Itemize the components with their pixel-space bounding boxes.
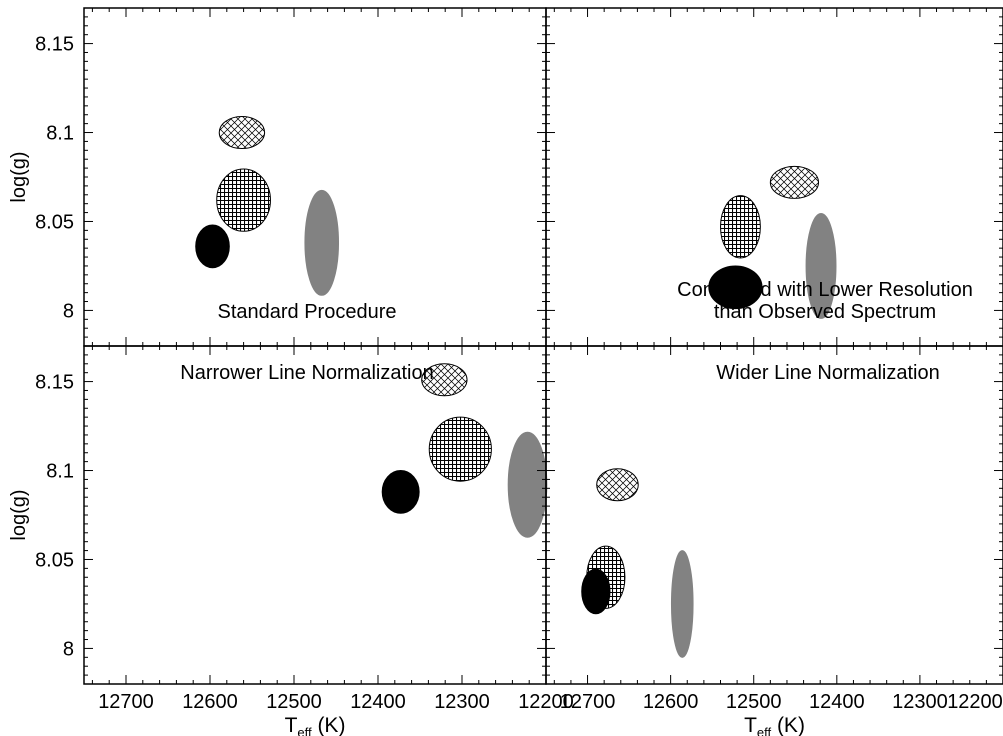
panel-title: Standard Procedure bbox=[217, 301, 396, 323]
panel-title: Wider Line Normalization bbox=[716, 362, 939, 384]
y-tick-label: 8.1 bbox=[46, 461, 74, 483]
ellipse-solid-gray bbox=[805, 212, 837, 319]
y-tick-label: 8.15 bbox=[35, 34, 74, 56]
x-tick-label: 12700 bbox=[98, 691, 154, 713]
ellipse-solid-black bbox=[195, 224, 230, 269]
x-tick-label: 12500 bbox=[726, 691, 782, 713]
panel-title: Convolved with Lower Resolution bbox=[677, 279, 973, 301]
x-tick-label: 12300 bbox=[892, 691, 948, 713]
tick-marks bbox=[84, 8, 546, 346]
ellipse-solid-black bbox=[708, 265, 763, 310]
ellipse-solid-gray bbox=[304, 189, 340, 296]
y-tick-label: 8 bbox=[63, 638, 74, 660]
ellipse-square-grid bbox=[719, 195, 761, 259]
tick-marks bbox=[546, 8, 1003, 346]
tick-marks bbox=[84, 346, 546, 684]
panel-3 bbox=[83, 345, 548, 685]
x-tick-label: 12600 bbox=[182, 691, 238, 713]
y-axis-label: log(g) bbox=[8, 151, 30, 202]
ellipse-diagonal-crosshatch bbox=[596, 468, 639, 502]
x-tick-label: 12200 bbox=[947, 691, 1003, 713]
x-axis-label: Teff (K) bbox=[744, 714, 805, 736]
y-axis-label: log(g) bbox=[8, 489, 30, 540]
x-tick-label: 12400 bbox=[809, 691, 865, 713]
panel-1 bbox=[83, 7, 547, 347]
panel-title: than Observed Spectrum bbox=[714, 301, 936, 323]
ellipse-solid-black bbox=[581, 568, 611, 615]
x-tick-label: 12400 bbox=[350, 691, 406, 713]
ellipse-diagonal-crosshatch bbox=[218, 116, 266, 150]
x-tick-label: 12700 bbox=[560, 691, 616, 713]
panel-4 bbox=[545, 345, 1003, 685]
ellipse-solid-gray bbox=[507, 431, 548, 538]
x-tick-label: 12600 bbox=[643, 691, 699, 713]
x-tick-label: 12500 bbox=[266, 691, 322, 713]
y-tick-label: 8.05 bbox=[35, 549, 74, 571]
y-tick-label: 8 bbox=[63, 300, 74, 322]
ellipse-square-grid bbox=[216, 168, 271, 232]
ellipse-solid-gray bbox=[670, 550, 694, 658]
tick-marks bbox=[546, 346, 1003, 684]
panel-title: Narrower Line Normalization bbox=[180, 362, 433, 384]
panel-frame bbox=[545, 345, 1003, 685]
x-tick-label: 12200 bbox=[518, 691, 574, 713]
ellipse-diagonal-crosshatch bbox=[421, 363, 468, 397]
x-axis-label: Teff (K) bbox=[285, 714, 346, 736]
ellipse-square-grid bbox=[428, 416, 492, 482]
ellipse-solid-black bbox=[381, 470, 420, 514]
y-tick-label: 8.05 bbox=[35, 211, 74, 233]
ellipse-diagonal-crosshatch bbox=[769, 165, 820, 199]
panel-frame bbox=[83, 345, 547, 685]
y-tick-label: 8.15 bbox=[35, 372, 74, 394]
panel-frame bbox=[83, 7, 547, 347]
x-tick-label: 12300 bbox=[434, 691, 490, 713]
y-tick-label: 8.1 bbox=[46, 123, 74, 145]
